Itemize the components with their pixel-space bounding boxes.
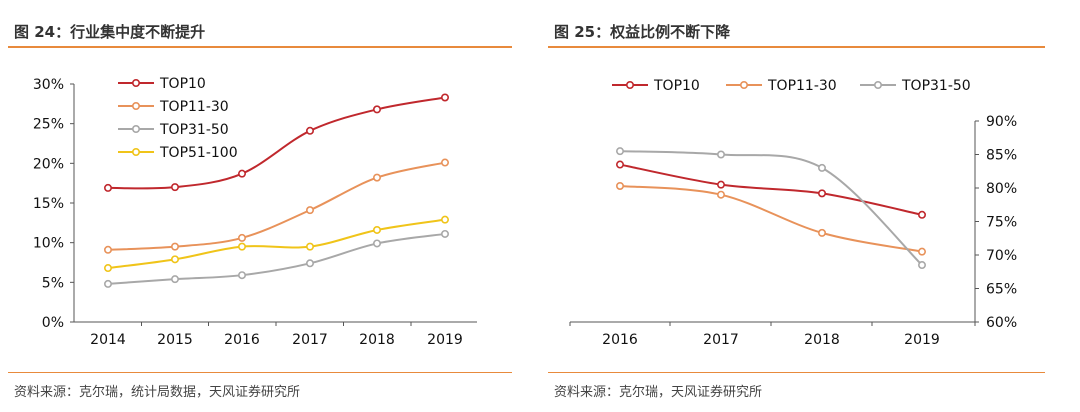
data-point [717,180,726,189]
data-point [440,158,449,167]
data-point [372,225,381,234]
data-point [717,150,726,159]
series-line [107,161,446,251]
series-line [619,184,923,253]
legend-label: TOP11-30 [159,99,229,115]
data-point [917,210,926,219]
y-tick-label: 20% [33,156,64,172]
data-point [104,183,113,192]
data-point [171,255,180,264]
series-line [107,96,446,190]
y-tick-label: 10% [33,236,64,252]
data-point [917,261,926,270]
x-tick-label: 2017 [292,332,328,348]
data-point [717,190,726,199]
y-tick-label: 5% [42,275,64,291]
data-point [104,279,113,288]
data-point [372,105,381,114]
legend-label: TOP10 [653,78,700,94]
data-point [238,271,247,280]
y-tick-label: 70% [986,248,1017,264]
y-tick-label: 25% [33,117,64,133]
source-divider [548,372,1045,373]
chart-canvas: 60% 65% 70% 75% 80% 85% 90% 2016 2017 2018 2019 TOP… [569,78,1017,348]
x-tick-label: 2018 [804,332,840,348]
data-point [238,233,247,242]
series-line [107,232,446,285]
legend-label: TOP51-100 [159,145,238,161]
data-point [440,229,449,238]
x-tick-label: 2019 [427,332,463,348]
y-tick-label: 80% [986,181,1017,197]
data-point [171,242,180,251]
legend-swatch-marker [132,79,141,88]
legend-label: TOP31-50 [901,78,971,94]
series-line [619,163,923,216]
series-line [107,218,446,270]
legend-swatch-marker [740,81,749,90]
chart-source: 资料来源：克尔瑞，天风证券研究所 [554,385,763,400]
source-divider [8,372,512,373]
legend-swatch-marker [873,81,882,90]
y-tick-label: 90% [986,114,1017,130]
data-point [305,242,314,251]
chart-title: 图 24：行业集中度不断提升 [14,23,206,41]
data-point [917,247,926,256]
legend-label: TOP10 [159,76,206,92]
data-point [817,228,826,237]
legend-swatch-marker [132,148,141,157]
x-tick-label: 2014 [90,332,126,348]
data-point [817,163,826,172]
data-point [616,160,625,169]
series-line [619,150,923,266]
y-tick-label: 15% [33,196,64,212]
chart-source: 资料来源：克尔瑞，统计局数据，天风证券研究所 [14,385,301,400]
data-point [171,275,180,284]
legend-swatch-marker [132,125,141,134]
data-point [305,206,314,215]
x-tick-label: 2016 [224,332,260,348]
y-tick-label: 60% [986,315,1017,331]
data-point [305,259,314,268]
data-point [104,264,113,273]
data-point [616,147,625,156]
title-divider [8,46,512,48]
data-point [238,169,247,178]
legend-swatch-marker [626,81,635,90]
data-point [817,189,826,198]
x-tick-label: 2019 [904,332,940,348]
data-point [305,126,314,135]
chart-panel-industry-concentration: 图 24：行业集中度不断提升 0% 5% 10% 15% 20% 25% 30% 2014 20… [0,0,512,412]
data-point [616,181,625,190]
data-point [372,173,381,182]
y-tick-label: 85% [986,148,1017,164]
data-point [372,239,381,248]
x-tick-label: 2016 [602,332,638,348]
y-tick-label: 75% [986,215,1017,231]
y-tick-label: 0% [42,315,64,331]
title-divider [548,46,1045,48]
x-tick-label: 2018 [359,332,395,348]
x-tick-label: 2017 [703,332,739,348]
data-point [104,245,113,254]
x-tick-label: 2015 [157,332,193,348]
legend-swatch-marker [132,102,141,111]
chart-title: 图 25：权益比例不断下降 [554,23,731,41]
legend-label: TOP31-50 [159,122,229,138]
y-tick-label: 30% [33,77,64,93]
data-point [440,93,449,102]
legend-label: TOP11-30 [767,78,837,94]
data-point [171,183,180,192]
y-tick-label: 65% [986,282,1017,298]
chart-panel-equity-ratio: 图 25：权益比例不断下降 60% 65% 70% 75% 80% 85% 90% 2016 2… [540,0,1045,412]
data-point [238,242,247,251]
chart-canvas: 0% 5% 10% 15% 20% 25% 30% 2014 2015 2016 2017 2018 2… [33,76,477,348]
data-point [440,215,449,224]
